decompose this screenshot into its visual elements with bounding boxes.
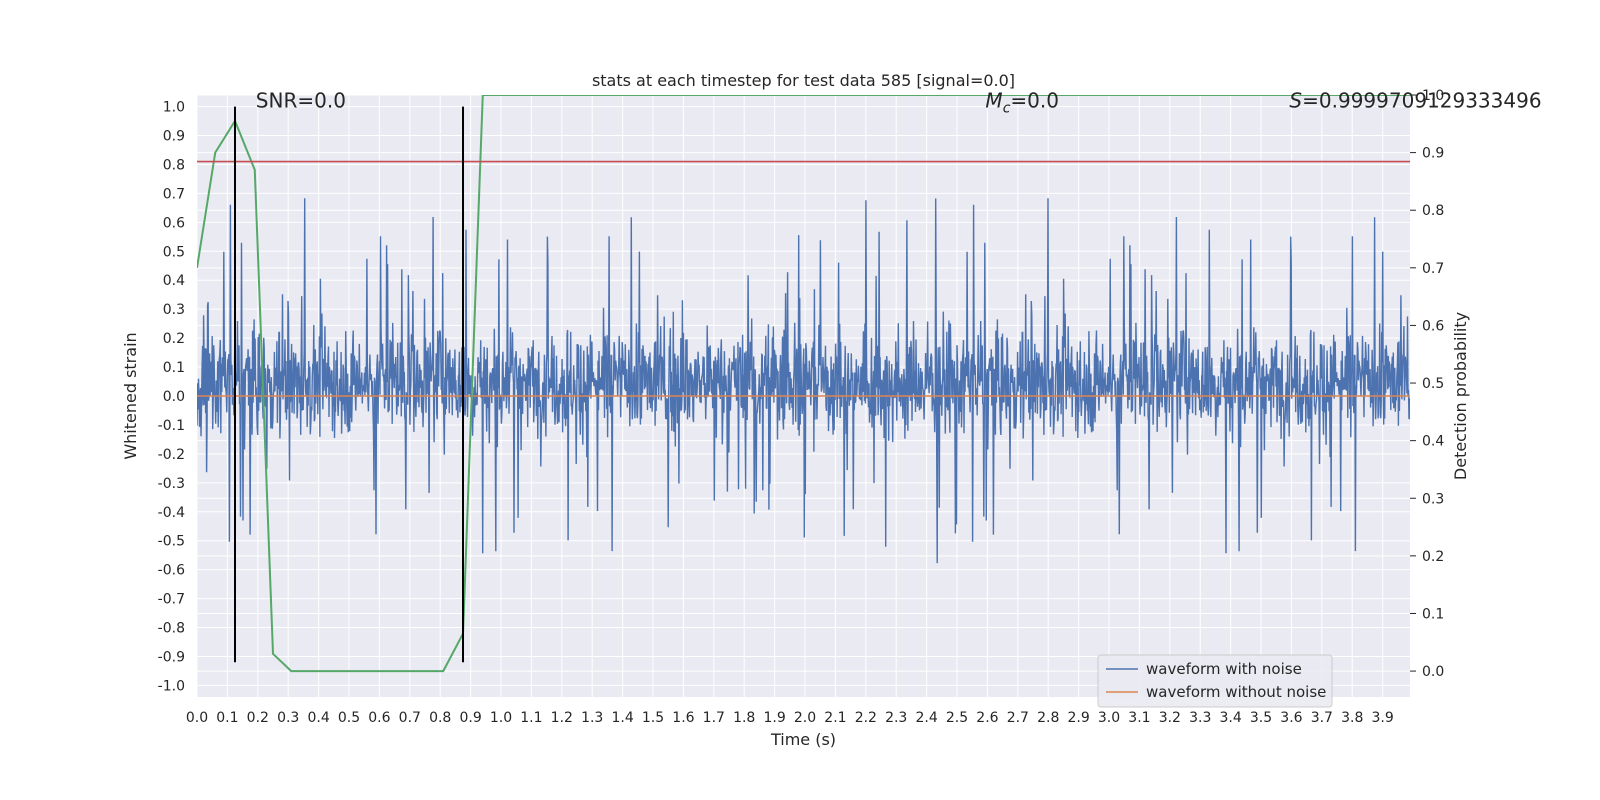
- x-tick-label: 3.9: [1372, 710, 1394, 726]
- y-tick-label: -0.2: [158, 447, 185, 463]
- y-axis-label: Whitened strain: [121, 332, 140, 459]
- x-tick-label: 2.1: [824, 710, 846, 726]
- x-tick-label: 0.6: [368, 710, 390, 726]
- mc-subscript: c: [1003, 101, 1011, 117]
- y-tick-label: -0.6: [158, 563, 185, 579]
- y2-axis-label: Detection probability: [1451, 312, 1470, 480]
- x-tick-label: 0.1: [216, 710, 238, 726]
- y2-tick-label: 0.9: [1422, 146, 1444, 162]
- x-axis-ticks: 0.0 0.1 0.2 0.3 0.4 0.5 0.6 0.7 0.8 0.9 1.0 1.1 1.2 1…: [186, 710, 1394, 726]
- y2-tick-label: 0.1: [1422, 606, 1444, 622]
- x-tick-label: 1.1: [520, 710, 542, 726]
- x-tick-label: 1.8: [733, 710, 755, 726]
- x-tick-label: 0.4: [307, 710, 329, 726]
- y2-tick-label: 0.0: [1422, 664, 1444, 680]
- y2-tick-label: 0.8: [1422, 203, 1444, 219]
- mc-value: =0.0: [1010, 89, 1059, 113]
- mc-symbol: M: [985, 89, 1002, 113]
- y-tick-label: 0.7: [163, 186, 185, 202]
- x-tick-label: 3.8: [1341, 710, 1363, 726]
- y-tick-label: 0.8: [163, 157, 185, 173]
- x-tick-label: 2.6: [976, 710, 998, 726]
- x-tick-label: 1.7: [703, 710, 725, 726]
- y-tick-label: 0.5: [163, 244, 185, 260]
- s-value: =0.9999709129333496: [1302, 89, 1541, 113]
- x-tick-label: 2.8: [1037, 710, 1059, 726]
- y-tick-label: -1.0: [158, 678, 185, 694]
- y2-tick-label: 0.5: [1422, 376, 1444, 392]
- x-tick-label: 2.2: [855, 710, 877, 726]
- y2-tick-label: 0.3: [1422, 491, 1444, 507]
- y2-tick-label: 0.4: [1422, 434, 1444, 450]
- x-tick-label: 3.6: [1280, 710, 1302, 726]
- y-tick-label: -0.8: [158, 621, 185, 637]
- x-tick-label: 3.3: [1189, 710, 1211, 726]
- y-tick-label: 0.2: [163, 331, 185, 347]
- y-tick-label: -0.4: [158, 505, 185, 521]
- x-axis-label: Time (s): [770, 730, 836, 749]
- x-tick-label: 3.4: [1220, 710, 1242, 726]
- x-tick-label: 0.7: [399, 710, 421, 726]
- x-tick-label: 0.2: [247, 710, 269, 726]
- legend-label-noise: waveform with noise: [1146, 660, 1302, 678]
- x-tick-label: 0.5: [338, 710, 360, 726]
- x-tick-label: 3.2: [1159, 710, 1181, 726]
- y-tick-label: 0.0: [163, 389, 185, 405]
- x-tick-label: 1.2: [551, 710, 573, 726]
- y-tick-label: 1.0: [163, 100, 185, 116]
- y2-axis-ticks: 0.0 0.1 0.2 0.3 0.4 0.5 0.6 0.7 0.8 0.9 1.0: [1410, 88, 1444, 680]
- x-tick-label: 1.6: [672, 710, 694, 726]
- series-layer: [197, 95, 1410, 673]
- y-tick-label: 0.9: [163, 129, 185, 145]
- x-tick-label: 2.3: [885, 710, 907, 726]
- x-tick-label: 0.9: [459, 710, 481, 726]
- y-tick-label: 0.1: [163, 360, 185, 376]
- x-tick-label: 0.8: [429, 710, 451, 726]
- x-tick-label: 0.0: [186, 710, 208, 726]
- y-tick-label: -0.7: [158, 592, 185, 608]
- x-tick-label: 1.0: [490, 710, 512, 726]
- y-tick-label: -0.3: [158, 476, 185, 492]
- x-tick-label: 1.4: [611, 710, 633, 726]
- x-tick-label: 2.4: [915, 710, 937, 726]
- legend: waveform with noise waveform without noi…: [1097, 654, 1333, 708]
- y-tick-label: -0.5: [158, 534, 185, 550]
- y2-tick-label: 1.0: [1422, 88, 1444, 104]
- y-tick-label: -0.9: [158, 649, 185, 665]
- series-noise-line: [197, 198, 1410, 564]
- x-tick-label: 1.9: [763, 710, 785, 726]
- s-symbol: S: [1289, 89, 1302, 113]
- mc-annotation: Mc=0.0: [985, 89, 1059, 117]
- x-tick-label: 1.5: [642, 710, 664, 726]
- x-tick-label: 1.3: [581, 710, 603, 726]
- y-tick-label: 0.3: [163, 302, 185, 318]
- y-tick-label: 0.4: [163, 273, 185, 289]
- x-tick-label: 2.5: [946, 710, 968, 726]
- x-tick-label: 3.1: [1128, 710, 1150, 726]
- y2-tick-label: 0.2: [1422, 549, 1444, 565]
- y2-tick-label: 0.6: [1422, 318, 1444, 334]
- snr-annotation: SNR=0.0: [256, 89, 346, 113]
- s-annotation: S=0.9999709129333496: [1289, 89, 1541, 113]
- y-tick-label: -0.1: [158, 418, 185, 434]
- x-tick-label: 2.9: [1067, 710, 1089, 726]
- x-tick-label: 2.7: [1007, 710, 1029, 726]
- x-tick-label: 3.5: [1250, 710, 1272, 726]
- y-tick-label: 0.6: [163, 215, 185, 231]
- x-tick-label: 0.3: [277, 710, 299, 726]
- x-tick-label: 3.7: [1311, 710, 1333, 726]
- legend-label-clean: waveform without noise: [1146, 683, 1326, 701]
- y-axis-ticks: -1.0 -0.9 -0.8 -0.7 -0.6 -0.5 -0.4 -0.3 -0.2 -0.1…: [158, 100, 185, 695]
- chart-title: stats at each timestep for test data 585…: [592, 71, 1015, 90]
- x-tick-label: 3.0: [1098, 710, 1120, 726]
- y2-tick-label: 0.7: [1422, 261, 1444, 277]
- x-tick-label: 2.0: [794, 710, 816, 726]
- legend-box: [1097, 654, 1333, 708]
- vertical-markers: [234, 106, 465, 663]
